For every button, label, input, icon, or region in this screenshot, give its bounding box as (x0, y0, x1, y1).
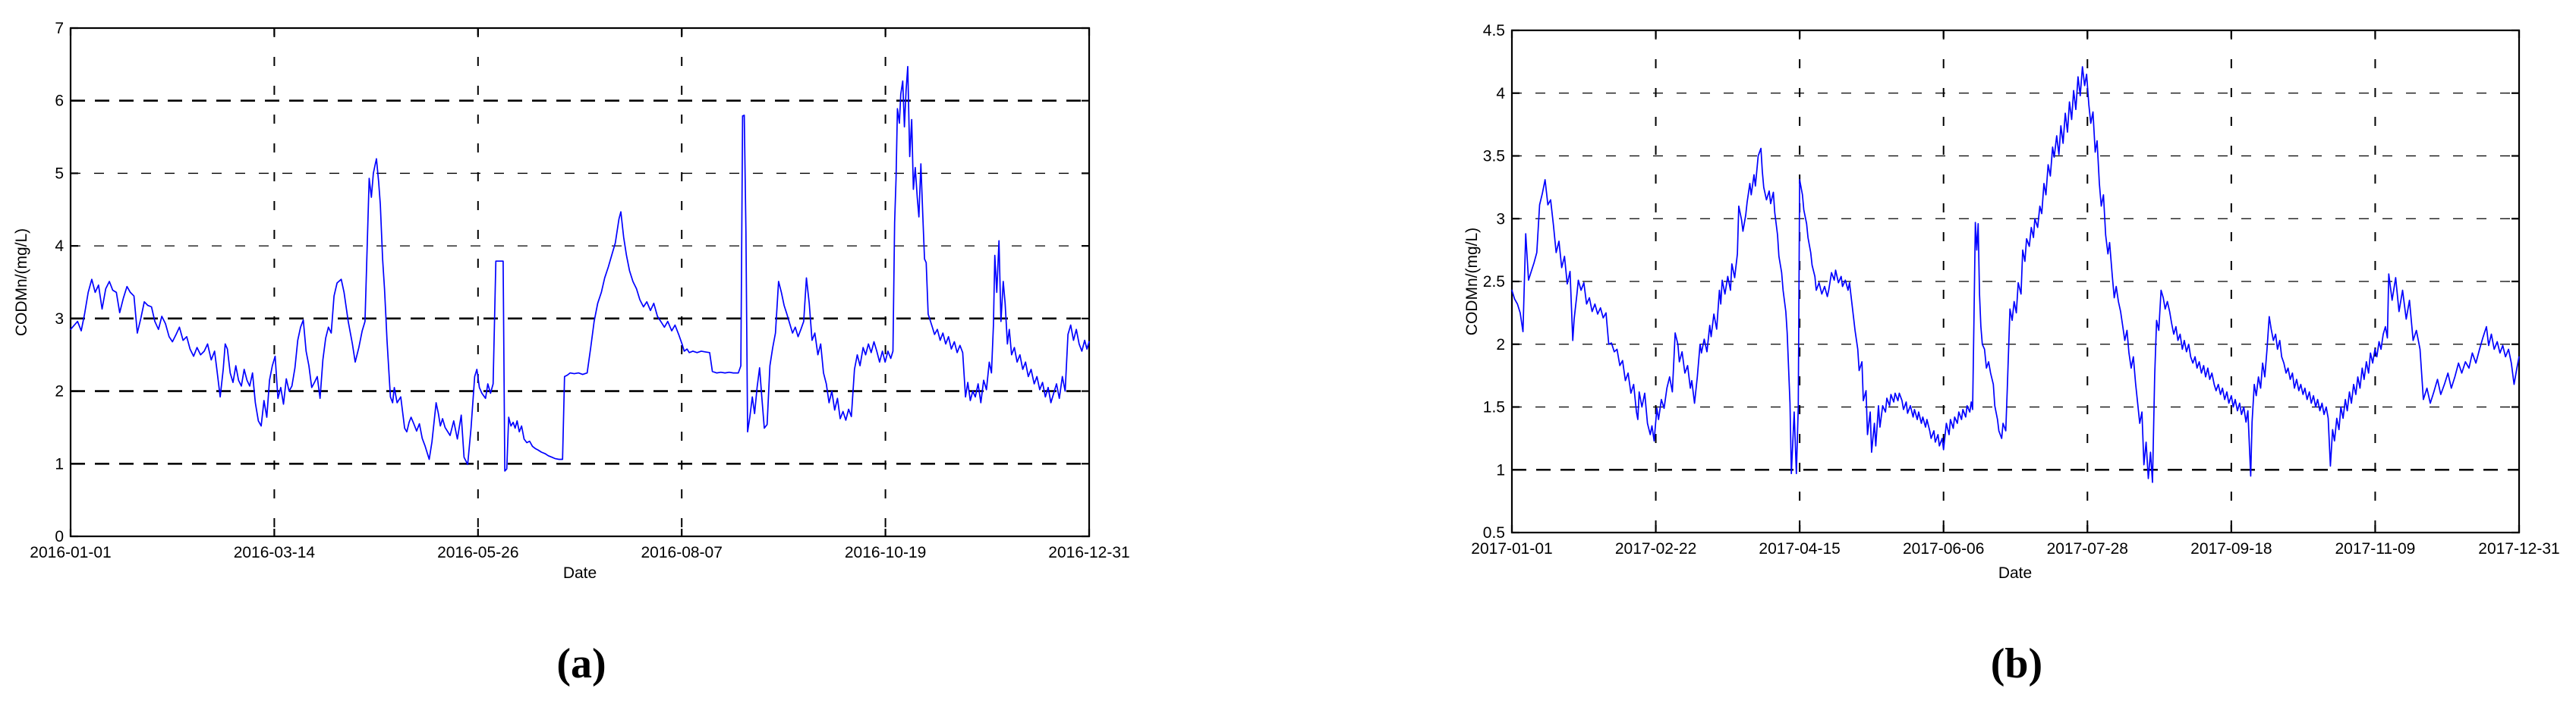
caption-a: (a) (556, 640, 606, 687)
series-line (1511, 66, 2520, 483)
y-axis-label-b: CODMn/(mg/L) (1463, 228, 1481, 335)
x-tick-label: 2017-04-15 (1759, 540, 1840, 558)
y-tick-label: 4 (1496, 85, 1505, 102)
y-axis-label-a: CODMn/(mg/L) (13, 228, 30, 336)
y-tick-label: 2 (1496, 336, 1505, 354)
y-tick-label: 0.5 (1483, 524, 1505, 542)
y-tick-label: 5 (55, 165, 64, 182)
y-tick-label: 1 (55, 455, 64, 473)
x-tick-label: 2017-07-28 (2047, 540, 2128, 558)
x-tick-label: 2017-09-18 (2190, 540, 2272, 558)
series-line (70, 65, 1090, 472)
x-tick-label: 2016-08-07 (641, 544, 722, 561)
x-tick-label: 2016-12-31 (1048, 544, 1129, 561)
y-tick-label: 7 (55, 20, 64, 37)
y-tick-label: 3.5 (1483, 148, 1505, 165)
y-tick-label: 3 (55, 310, 64, 328)
x-tick-label: 2017-06-06 (1903, 540, 1984, 558)
caption-b: (b) (1991, 640, 2042, 687)
x-tick-label: 2016-03-14 (234, 544, 316, 561)
x-tick-label: 2017-11-09 (2335, 540, 2415, 558)
y-tick-label: 4.5 (1483, 22, 1505, 39)
x-tick-label: 2016-10-19 (845, 544, 926, 561)
x-tick-label: 2016-05-26 (437, 544, 518, 561)
x-tick-label: 2016-01-01 (30, 544, 111, 561)
plot-area-a: 2016-01-01 2016-03-14 2016-05-26 2016-08-07… (30, 20, 1129, 561)
y-tick-label: 4 (55, 237, 64, 255)
plot-area-b: 2017-01-01 2017-02-22 2017-04-15 2017-06-06… (1471, 22, 2559, 558)
y-tick-label: 0 (55, 528, 64, 545)
y-tick-label: 2.5 (1483, 273, 1505, 291)
axis-border (69, 27, 1091, 538)
x-axis-label-b: Date (1998, 564, 2032, 582)
x-tick-label: 2017-12-31 (2478, 540, 2559, 558)
x-tick-label: 2017-02-22 (1615, 540, 1696, 558)
x-axis-label-a: Date (563, 564, 597, 582)
y-tick-label: 2 (55, 383, 64, 401)
x-tick-label: 2017-01-01 (1471, 540, 1552, 558)
y-tick-label: 1.5 (1483, 399, 1505, 416)
y-tick-label: 3 (1496, 210, 1505, 228)
y-tick-label: 6 (55, 93, 64, 110)
y-tick-label: 1 (1496, 461, 1505, 479)
